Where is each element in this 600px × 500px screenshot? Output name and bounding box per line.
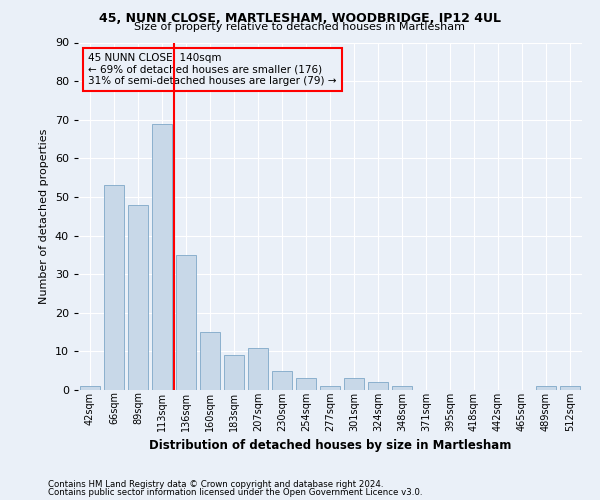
Y-axis label: Number of detached properties: Number of detached properties: [39, 128, 49, 304]
Bar: [176, 255, 196, 390]
Bar: [224, 355, 244, 390]
Bar: [104, 186, 124, 390]
Bar: [128, 204, 148, 390]
Text: 45, NUNN CLOSE, MARTLESHAM, WOODBRIDGE, IP12 4UL: 45, NUNN CLOSE, MARTLESHAM, WOODBRIDGE, …: [99, 12, 501, 26]
Bar: [296, 378, 316, 390]
Text: 45 NUNN CLOSE: 140sqm
← 69% of detached houses are smaller (176)
31% of semi-det: 45 NUNN CLOSE: 140sqm ← 69% of detached …: [88, 53, 337, 86]
Bar: [320, 386, 340, 390]
Text: Contains HM Land Registry data © Crown copyright and database right 2024.: Contains HM Land Registry data © Crown c…: [48, 480, 383, 489]
Bar: [368, 382, 388, 390]
Text: Contains public sector information licensed under the Open Government Licence v3: Contains public sector information licen…: [48, 488, 422, 497]
Bar: [344, 378, 364, 390]
Bar: [536, 386, 556, 390]
Bar: [272, 370, 292, 390]
X-axis label: Distribution of detached houses by size in Martlesham: Distribution of detached houses by size …: [149, 439, 511, 452]
Text: Size of property relative to detached houses in Martlesham: Size of property relative to detached ho…: [134, 22, 466, 32]
Bar: [248, 348, 268, 390]
Bar: [152, 124, 172, 390]
Bar: [200, 332, 220, 390]
Bar: [560, 386, 580, 390]
Bar: [80, 386, 100, 390]
Bar: [392, 386, 412, 390]
